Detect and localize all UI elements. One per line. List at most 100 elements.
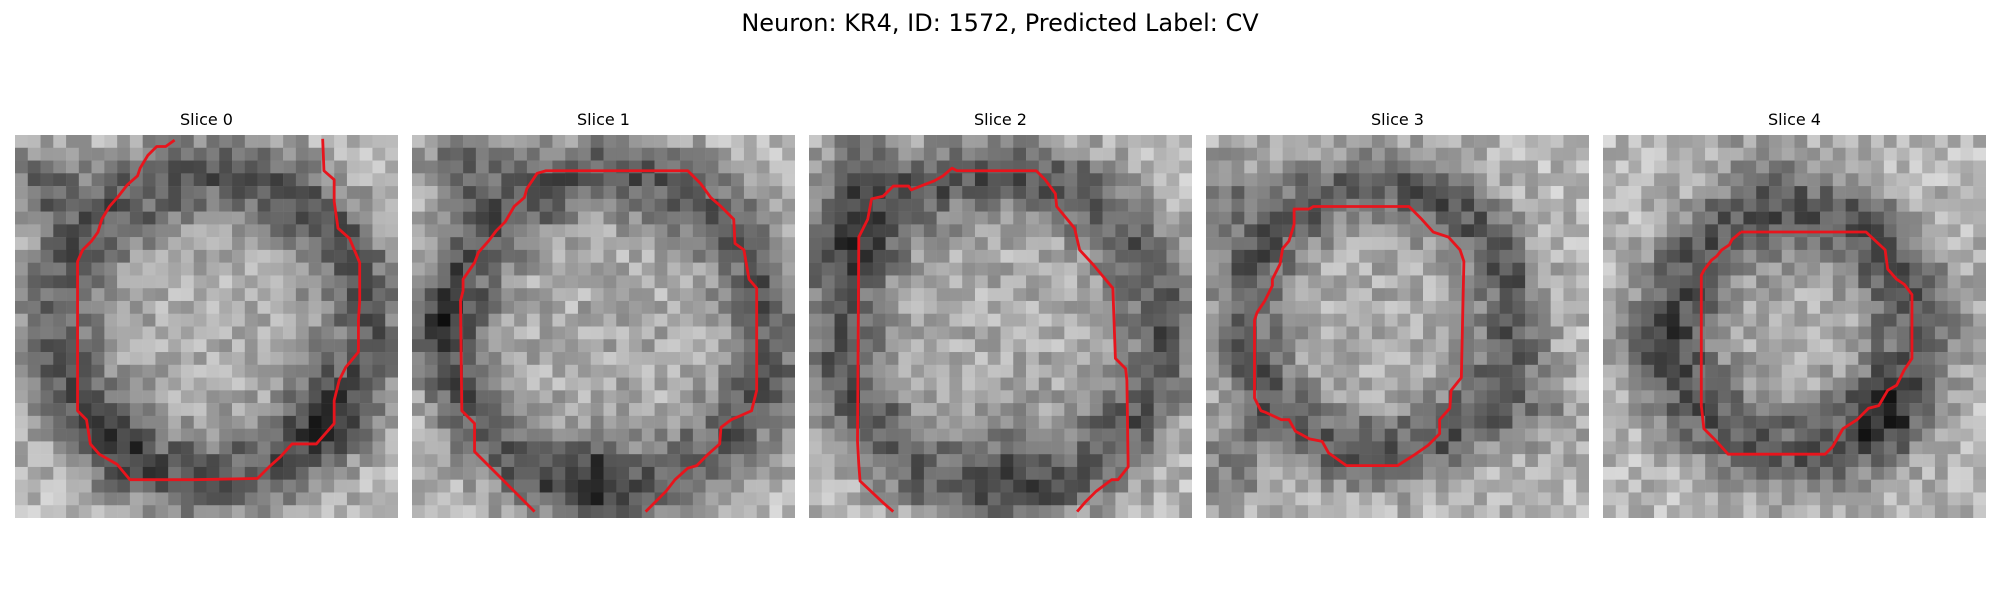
pixel (1794, 403, 1808, 417)
pixel (1807, 352, 1821, 366)
pixel (860, 441, 874, 455)
pixel (1140, 160, 1154, 174)
pixel (962, 441, 976, 455)
pixel (257, 224, 271, 238)
pixel (1397, 441, 1411, 455)
pixel (1641, 428, 1655, 442)
pixel (1525, 428, 1539, 442)
pixel (949, 173, 963, 187)
pixel (346, 479, 360, 493)
pixel (412, 415, 426, 429)
pixel (1423, 339, 1437, 353)
pixel (232, 300, 246, 314)
pixel (1756, 313, 1770, 327)
pixel (577, 147, 591, 161)
pixel (475, 339, 489, 353)
pixel (860, 288, 874, 302)
pixel (1397, 492, 1411, 506)
pixel (629, 300, 643, 314)
pixel (1820, 313, 1834, 327)
pixel (1934, 441, 1948, 455)
pixel (1845, 428, 1859, 442)
pixel (168, 352, 182, 366)
pixel (1499, 198, 1513, 212)
pixel (129, 466, 143, 480)
pixel (1768, 135, 1782, 149)
pixel (654, 441, 668, 455)
pixel (641, 262, 655, 276)
pixel (321, 249, 335, 263)
pixel (1550, 186, 1564, 200)
pixel (1896, 454, 1910, 468)
pixel (1922, 479, 1936, 493)
pixel (1512, 415, 1526, 429)
pixel (1794, 262, 1808, 276)
pixel (1179, 237, 1192, 251)
pixel (1320, 403, 1334, 417)
pixel (539, 237, 553, 251)
pixel (1615, 211, 1629, 225)
pixel (552, 198, 566, 212)
pixel (1705, 479, 1719, 493)
pixel (104, 313, 118, 327)
pixel (590, 415, 604, 429)
pixel (53, 390, 67, 404)
pixel (501, 249, 515, 263)
pixel (1257, 249, 1271, 263)
pixel (539, 211, 553, 225)
pixel (1346, 428, 1360, 442)
pixel (295, 403, 309, 417)
pixel (782, 390, 795, 404)
pixel (180, 479, 194, 493)
pixel (1768, 441, 1782, 455)
pixel (1448, 249, 1462, 263)
pixel (104, 326, 118, 340)
pixel (1807, 211, 1821, 225)
pixel (821, 377, 835, 391)
pixel (1705, 275, 1719, 289)
pixel (129, 377, 143, 391)
pixel (1435, 186, 1449, 200)
pixel (1717, 173, 1731, 187)
pixel (962, 262, 976, 276)
pixel (692, 300, 706, 314)
pixel (1666, 466, 1680, 480)
pixel (1474, 505, 1488, 518)
pixel (1909, 454, 1923, 468)
pixel (244, 326, 258, 340)
pixel (168, 275, 182, 289)
pixel (1153, 300, 1167, 314)
pixel (1934, 224, 1948, 238)
pixel (1371, 275, 1385, 289)
pixel (283, 403, 297, 417)
pixel (1576, 441, 1589, 455)
pixel (244, 454, 258, 468)
pixel (949, 441, 963, 455)
pixel (809, 186, 823, 200)
pixel (1615, 326, 1629, 340)
pixel (860, 505, 874, 518)
pixel (270, 466, 284, 480)
pixel (590, 339, 604, 353)
pixel (1756, 479, 1770, 493)
pixel (1410, 135, 1424, 149)
pixel (782, 479, 795, 493)
pixel (219, 160, 233, 174)
pixel (1257, 300, 1271, 314)
pixel (1269, 339, 1283, 353)
pixel (809, 249, 823, 263)
pixel (1140, 186, 1154, 200)
pixel (1883, 415, 1897, 429)
pixel (1166, 390, 1180, 404)
pixel (1269, 224, 1283, 238)
pixel (705, 352, 719, 366)
pixel (1807, 237, 1821, 251)
pixel (1730, 288, 1744, 302)
pixel (1423, 147, 1437, 161)
pixel (898, 364, 912, 378)
pixel (1179, 313, 1192, 327)
pixel (692, 249, 706, 263)
pixel (1922, 288, 1936, 302)
pixel (1883, 173, 1897, 187)
pixel (1550, 454, 1564, 468)
